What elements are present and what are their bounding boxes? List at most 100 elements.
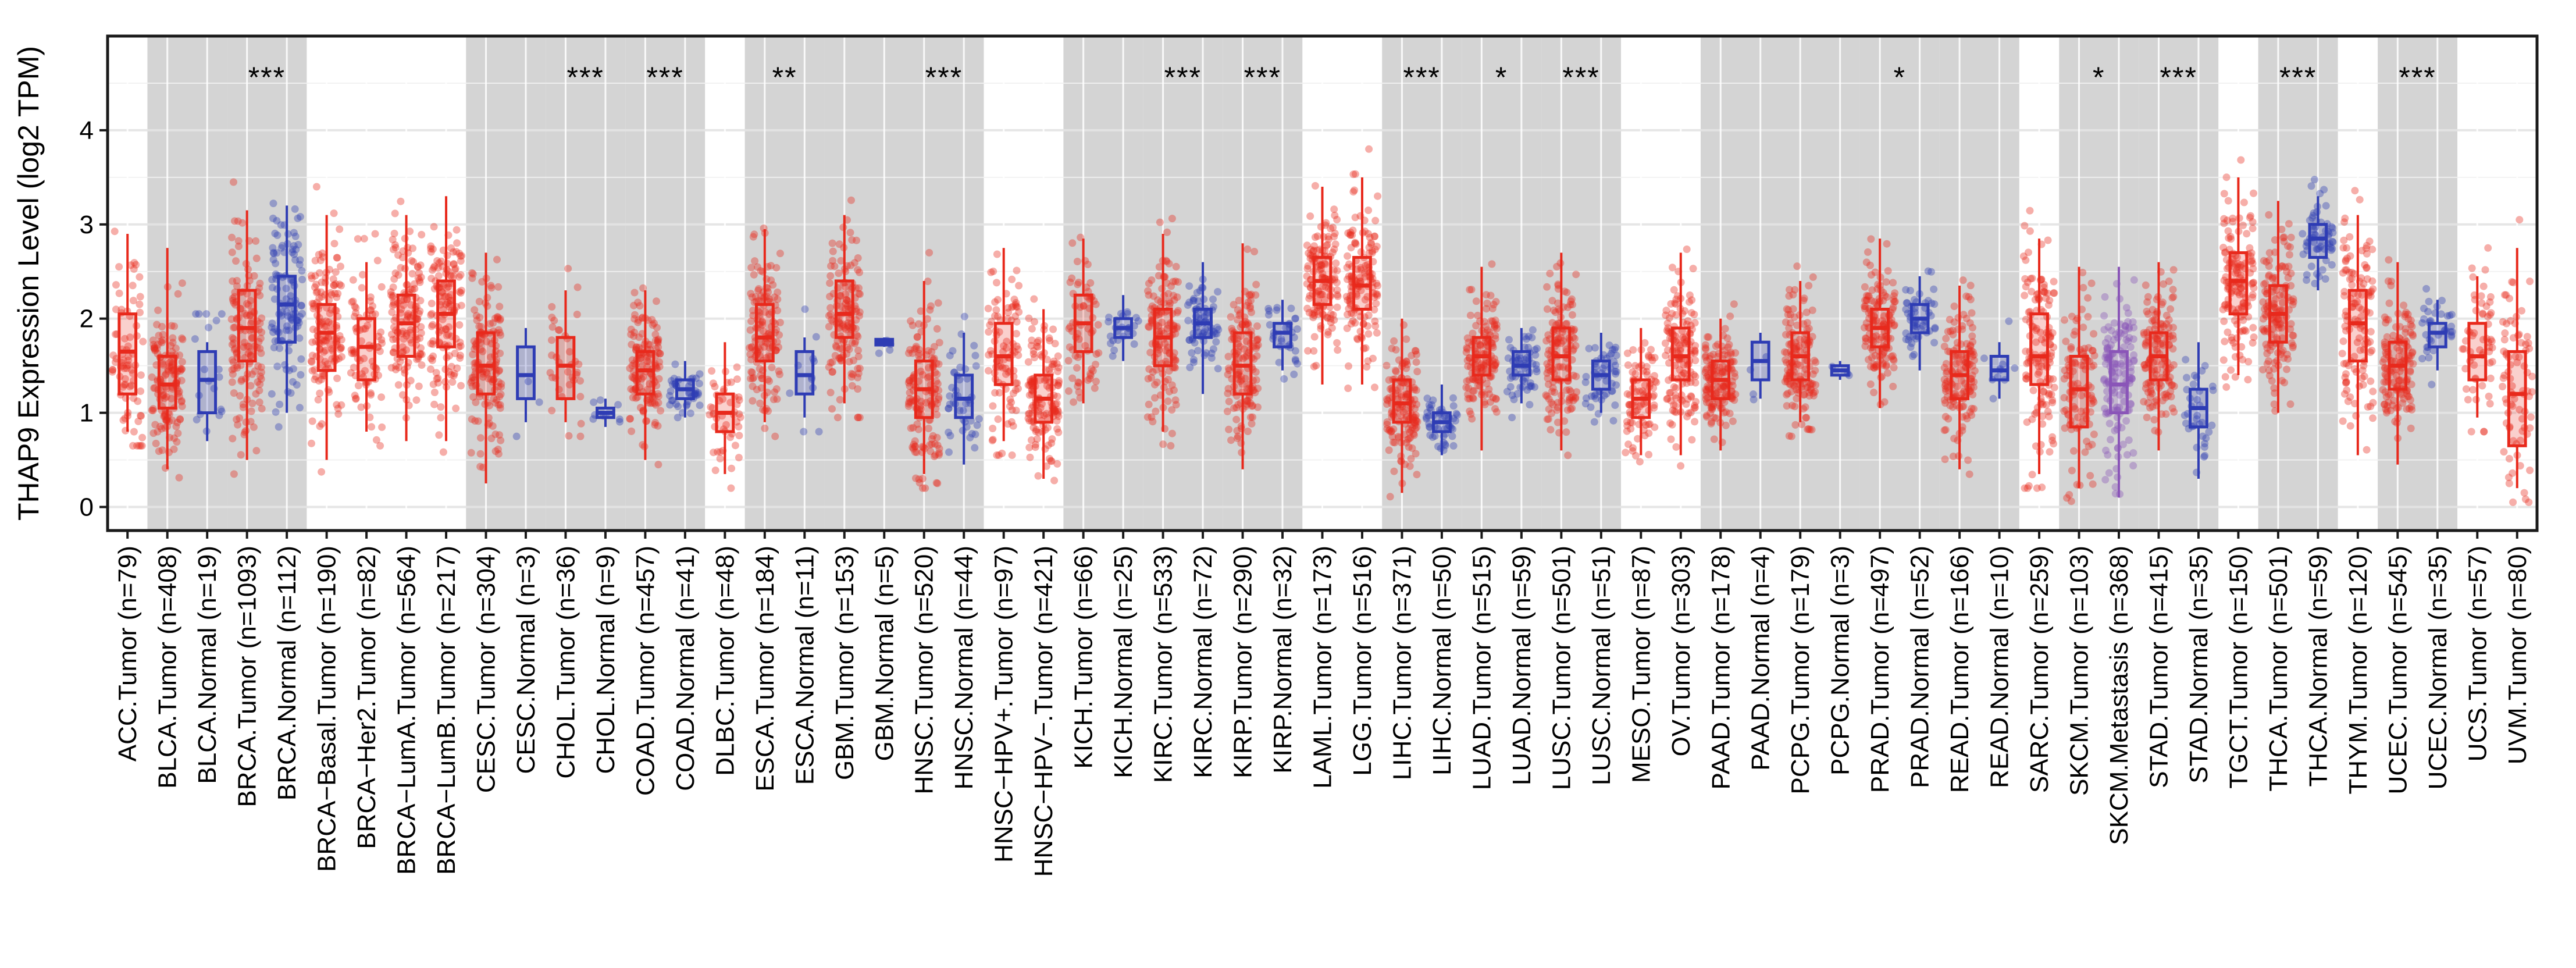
sample-point: [258, 405, 266, 412]
sample-point: [933, 325, 941, 333]
sample-point: [2089, 347, 2097, 355]
sample-point: [136, 308, 144, 316]
sample-point: [1349, 309, 1358, 318]
sample-point: [327, 291, 336, 299]
sample-point: [1073, 258, 1081, 265]
sample-point: [169, 339, 177, 347]
sample-point: [175, 387, 183, 396]
sample-point: [2102, 380, 2110, 387]
sample-point: [468, 415, 476, 424]
sample-point: [626, 415, 635, 423]
sample-point: [320, 323, 329, 331]
sample-point: [408, 270, 416, 277]
sample-point: [428, 266, 436, 274]
sample-point: [749, 397, 757, 405]
sample-point: [320, 348, 328, 356]
sample-point: [315, 269, 323, 277]
sample-point: [735, 423, 743, 430]
sample-point: [548, 351, 556, 360]
sample-point: [1327, 225, 1335, 233]
sample-point: [170, 322, 179, 330]
sample-point: [615, 415, 623, 424]
sample-point: [1026, 453, 1034, 461]
sample-point: [2161, 394, 2169, 401]
sample-point: [1690, 311, 1698, 318]
sample-point: [496, 393, 504, 400]
sample-point: [1546, 269, 1554, 277]
sample-point: [394, 381, 402, 389]
sample-point: [1051, 340, 1059, 348]
sample-point: [1526, 383, 1534, 391]
sample-point: [296, 312, 304, 321]
sample-point: [268, 390, 276, 398]
sample-point: [130, 394, 138, 403]
sample-point: [2100, 312, 2108, 320]
sample-point: [228, 248, 236, 257]
sample-point: [352, 394, 360, 403]
sample-point: [456, 354, 464, 362]
sample-point: [2227, 366, 2235, 374]
sample-point: [1727, 350, 1735, 358]
sample-point: [350, 364, 358, 372]
sample-point: [1391, 366, 1399, 375]
sample-point: [644, 340, 653, 348]
sample-point: [1351, 319, 1359, 327]
sample-point: [1449, 442, 1458, 450]
sample-point: [2150, 416, 2158, 424]
sample-point: [1476, 378, 1484, 386]
sample-point: [333, 254, 341, 262]
sample-point: [165, 359, 173, 367]
sample-point: [749, 233, 757, 241]
sample-point: [654, 335, 662, 343]
sample-point: [2022, 347, 2030, 355]
sample-point: [1306, 212, 1314, 220]
sample-point: [453, 226, 461, 234]
sample-point: [392, 362, 400, 370]
sample-point: [407, 336, 414, 344]
sample-point: [238, 376, 245, 384]
sample-point: [321, 358, 329, 366]
sample-point: [392, 365, 400, 373]
sample-point: [2162, 320, 2171, 328]
sample-point: [2107, 326, 2115, 334]
sample-point: [496, 401, 504, 409]
sample-point: [394, 271, 402, 279]
sample-point: [444, 293, 453, 301]
sample-point: [412, 396, 421, 404]
sample-point: [270, 295, 279, 303]
sample-point: [475, 322, 483, 330]
sample-point: [1809, 370, 1817, 378]
sample-point: [127, 366, 136, 374]
sample-point: [257, 363, 265, 371]
sample-point: [248, 370, 256, 378]
sample-point: [1891, 289, 1899, 297]
sample-point: [1884, 267, 1892, 275]
sample-point: [415, 382, 423, 390]
sample-point: [399, 348, 407, 356]
sample-point: [1034, 472, 1042, 480]
sample-point: [649, 394, 657, 402]
sample-point: [1670, 286, 1678, 294]
sample-point: [1013, 266, 1021, 275]
sample-point: [1324, 314, 1331, 322]
sample-point: [946, 432, 954, 440]
sample-point: [2100, 326, 2108, 334]
sample-point: [406, 314, 414, 322]
sample-point: [414, 262, 422, 271]
sample-point: [337, 343, 345, 351]
sample-point: [294, 214, 302, 222]
sample-point: [321, 279, 329, 287]
sample-point: [776, 371, 783, 379]
sample-point: [442, 300, 450, 308]
sample-point: [1567, 405, 1574, 413]
sample-point: [1582, 373, 1590, 380]
sample-point: [1466, 407, 1474, 415]
sample-point: [1942, 334, 1950, 343]
sample-point: [234, 421, 242, 429]
sample-point: [487, 284, 496, 292]
sample-point: [414, 263, 422, 271]
sample-point: [476, 434, 484, 442]
sample-point: [491, 447, 500, 455]
sample-point: [391, 269, 400, 277]
sample-point: [695, 379, 703, 387]
